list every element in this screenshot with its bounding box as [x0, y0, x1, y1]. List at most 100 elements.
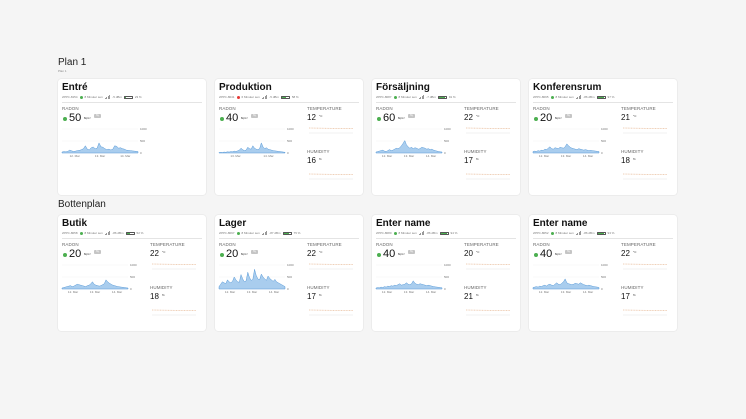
radon-label: RADON	[219, 242, 236, 247]
humidity-sparkline	[151, 309, 197, 316]
radon-x-tick-label: 12. Mar	[382, 154, 392, 158]
temperature-series-line	[465, 127, 511, 129]
signal-strength-text: -7 dBm	[426, 95, 436, 99]
radon-y-tick-label: 1000	[130, 263, 137, 267]
card-name: Enter name	[376, 218, 431, 229]
signal-strength-text: -86 dBm	[583, 95, 595, 99]
serial-number: 2PPC-8052	[533, 231, 549, 235]
card-divider	[533, 238, 673, 239]
humidity-value: 16	[307, 156, 316, 165]
radon-x-tick-label: 14. Mar	[112, 290, 122, 294]
radon-status-dot-icon	[63, 253, 67, 257]
radon-y-tick-label: 0	[601, 151, 603, 155]
humidity-unit: %	[162, 293, 165, 297]
radon-chart: 1000 500 0 12. Mar 13. Mar 14. Mar	[61, 263, 137, 294]
radon-y-tick-label: 500	[287, 139, 292, 143]
radon-x-tick-label: 13. Mar	[230, 154, 240, 158]
temperature-unit: °C	[633, 250, 637, 254]
signal-strength-text: -5 dBm	[269, 95, 279, 99]
radon-unit: Bq/m³	[555, 253, 562, 256]
signal-strength-text: -86 dBm	[426, 231, 438, 235]
card-name: Produktion	[219, 82, 272, 93]
battery-fill	[597, 96, 605, 98]
sensor-card[interactable]: Butik 2PPC-8058 8 Minuter sen -86 dBm 52 % RA…	[58, 215, 206, 331]
temperature-value: 22	[307, 249, 316, 258]
sensor-card[interactable]: Entré 2PPC-8154 8 Minuter sen -5 dBm 23 % RAD…	[58, 79, 206, 195]
battery-icon	[437, 95, 447, 99]
temperature-sparkline	[622, 127, 668, 134]
signal-strength-text: -86 dBm	[112, 231, 124, 235]
radon-y-tick-label: 500	[140, 139, 145, 143]
status-dot-icon	[550, 231, 554, 235]
radon-y-tick-label: 1000	[444, 127, 451, 131]
humidity-sparkline	[622, 173, 668, 180]
section-subtitle-plan-1: Plan 1	[58, 69, 67, 73]
card-meta-row: 2PPC-8052 8 Minuter sen -86 dBm 93 %	[533, 231, 614, 235]
humidity-value: 17	[621, 292, 630, 301]
radon-status-dot-icon	[63, 117, 67, 121]
serial-number: 2PPC-8095	[533, 95, 549, 99]
radon-x-tick-label: 13. Mar	[561, 154, 571, 158]
card-meta-row: 2PPC-8097 8 Minuter sen -87 dBm 75 %	[219, 231, 300, 235]
status-dot-icon	[236, 95, 240, 99]
radon-y-tick-label: 1000	[444, 263, 451, 267]
radon-chart: 1000 500 0 12. Mar 13. Mar 14. Mar	[532, 263, 608, 294]
sensor-card[interactable]: Konferensrum 2PPC-8095 8 Minuter sen -86 dB…	[529, 79, 677, 195]
radon-unit: Bq/m³	[241, 253, 248, 256]
signal-icon	[575, 231, 582, 235]
status-dot-icon	[393, 231, 397, 235]
radon-x-tick-label: 14. Mar	[426, 154, 436, 158]
card-divider	[219, 238, 359, 239]
radon-label: RADON	[533, 106, 550, 111]
last-seen-text: 8 Minuter sen	[398, 95, 417, 99]
signal-icon	[418, 231, 425, 235]
temperature-unit: °C	[633, 114, 637, 118]
card-meta-row: 2PPC-8095 8 Minuter sen -86 dBm 97 %	[533, 95, 614, 99]
radon-x-tick-label: 13. Mar	[561, 290, 571, 294]
radon-y-tick-label: 0	[287, 151, 289, 155]
radon-y-tick-label: 500	[601, 139, 606, 143]
radon-y-tick-label: 0	[444, 287, 446, 291]
humidity-series-line	[465, 173, 511, 175]
radon-unit: Bq/m³	[398, 253, 405, 256]
signal-strength-text: -86 dBm	[583, 231, 595, 235]
temperature-label: TEMPERATURE	[307, 106, 342, 111]
radon-y-tick-label: 0	[287, 287, 289, 291]
radon-value: 40	[383, 248, 396, 260]
radon-x-tick-label: 12. Mar	[539, 290, 549, 294]
sensor-card[interactable]: Försäljning 2PPC-8087 8 Minuter sen -7 dBm 9…	[372, 79, 520, 195]
card-name: Lager	[219, 218, 247, 229]
status-dot-icon	[393, 95, 397, 99]
battery-text: 75 %	[293, 231, 301, 235]
card-name: Entré	[62, 82, 88, 93]
temperature-value: 20	[464, 249, 473, 258]
battery-text: 23 %	[134, 95, 142, 99]
sensor-card[interactable]: Enter name 2PPC-8052 8 Minuter sen -86 dBm 9…	[529, 215, 677, 331]
section-title-bottenplan: Bottenplan	[58, 199, 106, 210]
radon-label: RADON	[376, 106, 393, 111]
new-badge: Ny	[408, 114, 415, 118]
sensor-card[interactable]: Produktion 2PPC-8041 6 Minuter sen -5 dBm 58…	[215, 79, 363, 195]
humidity-series-line	[622, 173, 668, 175]
signal-icon	[104, 231, 111, 235]
radon-unit: Bq/m³	[84, 117, 91, 120]
sensor-card[interactable]: Lager 2PPC-8097 8 Minuter sen -87 dBm 75 % RA…	[215, 215, 363, 331]
humidity-sparkline	[308, 173, 354, 180]
card-divider	[62, 102, 202, 103]
temperature-value: 21	[621, 113, 630, 122]
radon-chart: 1000 500 0 12. Mar 13. Mar 14. Mar	[218, 263, 294, 294]
card-divider	[219, 102, 359, 103]
radon-value: 60	[383, 112, 396, 124]
radon-series-area	[61, 142, 139, 154]
radon-status-dot-icon	[220, 253, 224, 257]
humidity-sparkline	[622, 309, 668, 316]
battery-fill	[440, 232, 448, 234]
radon-chart: 1000 500 0 12. Mar 13. Mar 14. Mar	[375, 127, 451, 158]
card-meta-row: 2PPC-8154 8 Minuter sen -5 dBm 23 %	[62, 95, 142, 99]
battery-icon	[123, 95, 133, 99]
humidity-value: 17	[464, 156, 473, 165]
humidity-unit: %	[633, 293, 636, 297]
radon-status-dot-icon	[220, 117, 224, 121]
sensor-card[interactable]: Enter name 2PPC-8080 8 Minuter sen -86 dBm 9…	[372, 215, 520, 331]
temperature-sparkline	[308, 263, 354, 270]
